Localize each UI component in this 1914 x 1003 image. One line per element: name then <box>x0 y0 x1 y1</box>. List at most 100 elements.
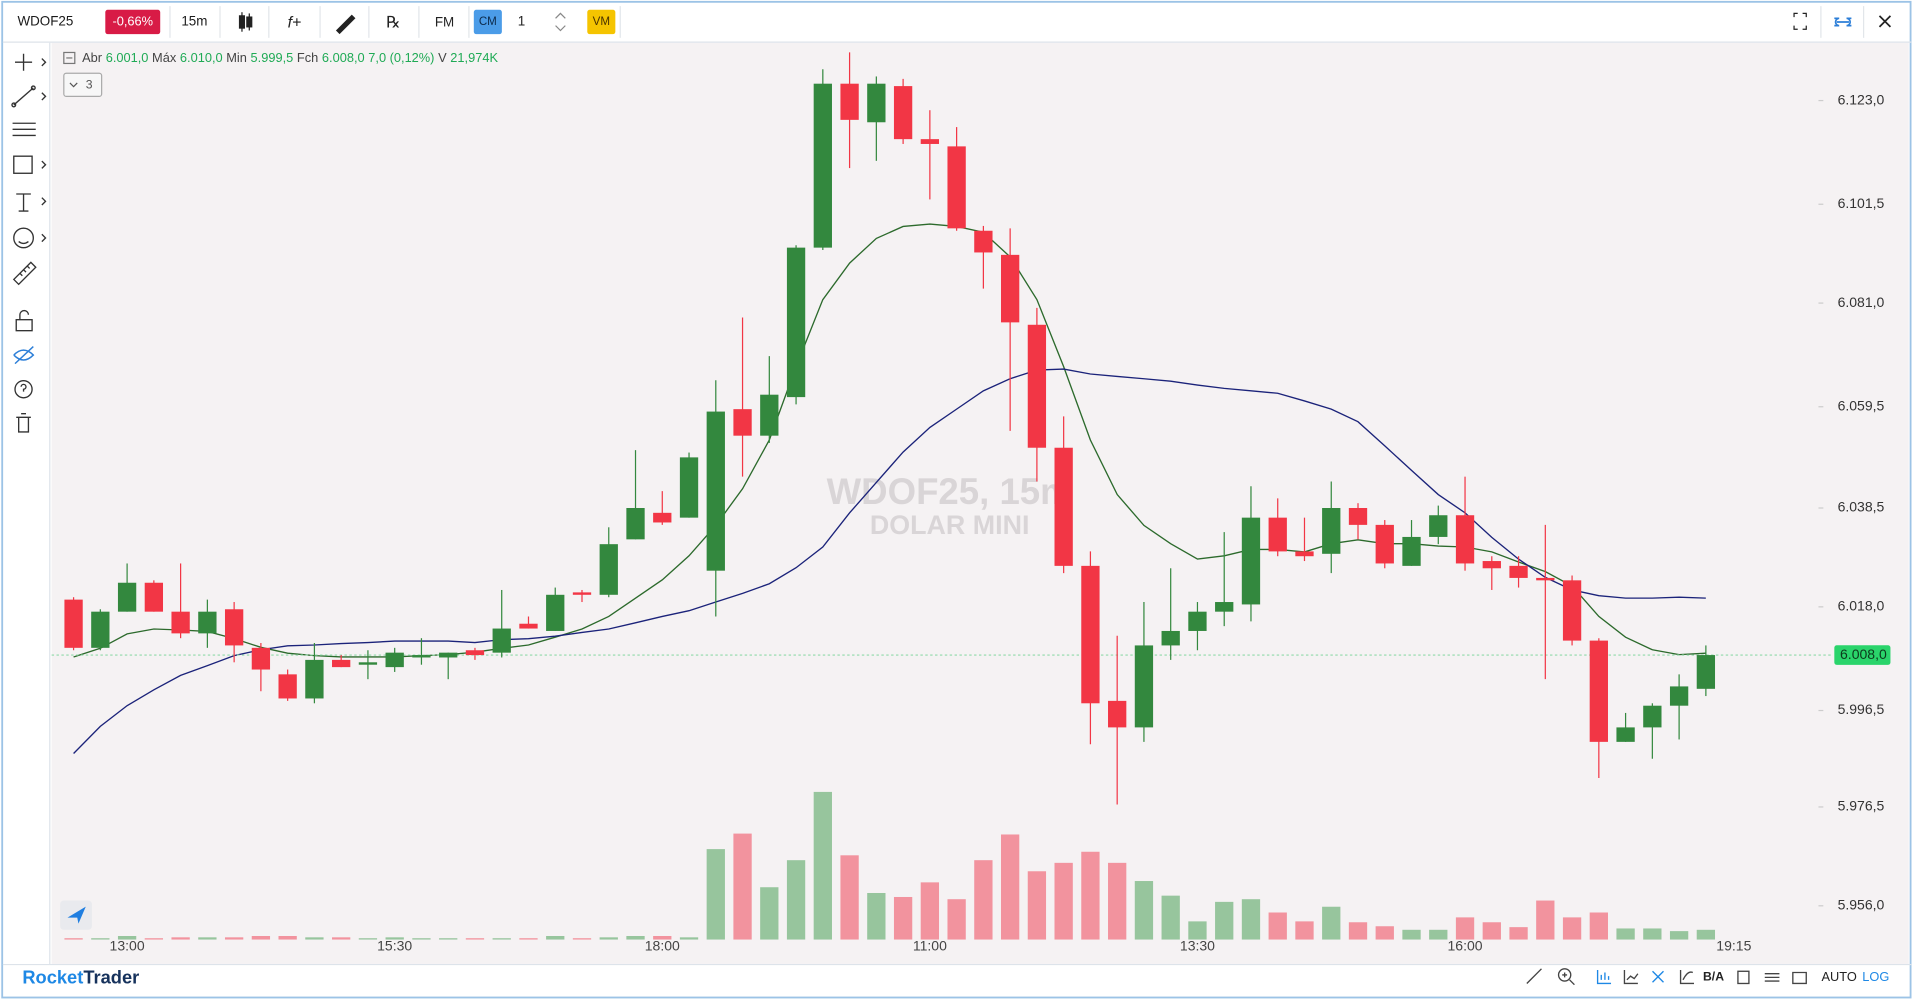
link-icon[interactable] <box>1834 17 1852 27</box>
volume-bar <box>1589 912 1608 940</box>
legend-low: 5.999,5 <box>251 50 294 65</box>
volume-bar <box>1054 862 1073 940</box>
candle-body <box>1482 561 1501 569</box>
candle-body <box>572 592 592 595</box>
indicator-toggle[interactable] <box>63 72 103 98</box>
volume-bar <box>1295 921 1314 940</box>
candle-body <box>1643 705 1662 728</box>
candle-body <box>840 83 859 120</box>
volume-bar <box>1536 900 1555 940</box>
moving-average <box>73 368 1706 754</box>
volume-bar <box>974 860 993 940</box>
candle-body <box>679 457 699 518</box>
candle-body <box>251 647 271 670</box>
indicator-count: 3 <box>86 78 93 92</box>
quantity[interactable]: 1 <box>518 14 525 29</box>
cm-button[interactable]: CM <box>479 16 497 28</box>
candle-body <box>1322 508 1341 554</box>
candle-body <box>706 411 725 571</box>
candle-body <box>626 508 645 540</box>
volume-bar <box>840 855 859 940</box>
candle-body <box>1268 517 1287 552</box>
drawing-tools[interactable] <box>11 53 47 433</box>
toolbar-separators <box>169 6 1865 38</box>
brand-second: Trader <box>83 966 139 987</box>
candle-body <box>385 652 404 668</box>
function-icon[interactable]: f+ <box>288 14 302 31</box>
auto-scale[interactable]: AUTO <box>1822 969 1857 984</box>
volume-bar <box>653 936 672 940</box>
chart-background <box>51 42 1909 964</box>
volume-bar <box>1696 929 1716 940</box>
spinner[interactable] <box>555 12 566 32</box>
x-tick-label: 16:00 <box>1448 938 1483 954</box>
y-tick-label: 6.059,5 <box>1838 397 1885 413</box>
volume-bar <box>1322 906 1341 940</box>
interval[interactable]: 15m <box>181 14 207 29</box>
volume-bar <box>1643 928 1662 940</box>
volume-bar <box>91 938 110 940</box>
legend-volume: 21,974K <box>450 50 498 65</box>
candle-body <box>1215 602 1234 612</box>
candle-body <box>1027 324 1047 448</box>
volume-bar <box>1241 899 1261 940</box>
volume-bar <box>1509 927 1528 940</box>
change-pill <box>105 9 161 35</box>
volume-bar <box>1669 931 1689 940</box>
volume-bar <box>332 937 351 940</box>
y-tick-label: 6.081,0 <box>1838 294 1885 310</box>
candle-body <box>439 652 458 658</box>
volume-bar <box>1134 881 1154 940</box>
legend-volume-label: V <box>438 50 447 65</box>
candle-body <box>1589 640 1608 742</box>
legend-collapse[interactable] <box>63 51 76 65</box>
candle-icon[interactable] <box>238 12 253 32</box>
candle-body <box>947 146 966 229</box>
footer-icons[interactable] <box>1526 968 1807 986</box>
close-icon[interactable] <box>1878 15 1892 28</box>
candle-body <box>1000 254 1020 323</box>
volume-bar <box>1616 928 1635 940</box>
fm-button[interactable]: FM <box>435 15 454 30</box>
candle-body <box>893 86 913 140</box>
y-tick-label: 5.956,0 <box>1838 897 1885 913</box>
legend-high: 6.010,0 <box>180 50 223 65</box>
legend-open-label: Abr <box>82 50 103 65</box>
last-price-box <box>1834 645 1891 665</box>
candle-body <box>733 409 752 436</box>
watermark-name: DOLAR MINI <box>870 510 1029 540</box>
volume-bar <box>465 938 485 940</box>
legend-low-label: Min <box>226 50 247 65</box>
vm-button-bg <box>587 9 616 35</box>
volume-bar <box>1027 871 1047 940</box>
rx-icon[interactable]: ℞ <box>386 14 400 31</box>
symbol[interactable]: WDOF25 <box>17 14 73 29</box>
candle-body <box>786 247 806 398</box>
pencil-icon[interactable] <box>335 14 356 35</box>
y-tick-label: 6.123,0 <box>1838 91 1885 107</box>
vm-button[interactable]: VM <box>593 16 610 28</box>
indicator-chevron <box>69 82 78 88</box>
bid-ask[interactable]: B/A <box>1703 970 1724 984</box>
hide-icon[interactable] <box>13 346 35 365</box>
volume-bar <box>893 896 913 940</box>
volume-bar <box>224 937 244 940</box>
volume-bar <box>144 938 164 940</box>
navigate-icon <box>67 906 86 924</box>
y-tick-label: 5.976,5 <box>1838 798 1885 814</box>
candle-body <box>1295 551 1314 557</box>
candle-body <box>1375 524 1394 564</box>
volume-bar <box>1000 834 1020 940</box>
fullscreen-icon[interactable] <box>1793 12 1807 30</box>
volume-bar <box>733 833 752 940</box>
brand-first: Rocket <box>22 966 83 987</box>
plot: 5.956,0 5.976,5 5.996,5 6.018,0 6.038,5 6.059… <box>51 52 1891 954</box>
candle-body <box>1429 515 1448 537</box>
volume-bar <box>1161 895 1180 940</box>
candle-body <box>1669 686 1689 706</box>
candle-body <box>91 611 110 648</box>
volume-bar <box>813 791 832 940</box>
log-scale[interactable]: LOG <box>1862 969 1889 984</box>
